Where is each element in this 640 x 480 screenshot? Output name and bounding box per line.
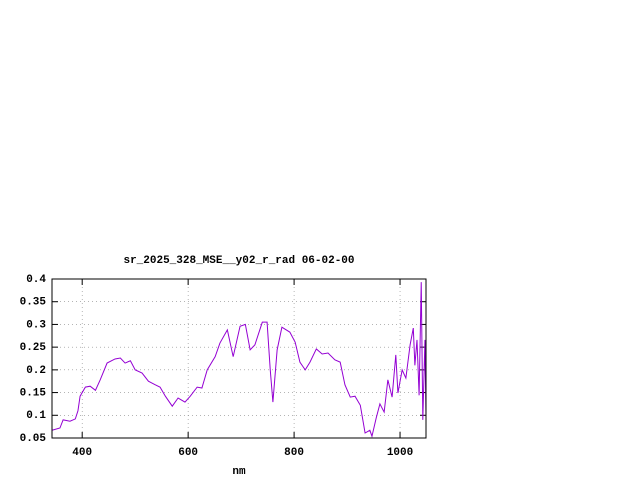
x-tick-label: 600 bbox=[178, 447, 198, 459]
plot-area: 0.05 0.1 0.15 0.2 0.25 0.3 0.35 0.4 400 600 800 100… bbox=[20, 274, 427, 459]
y-tick-label: 0.4 bbox=[26, 274, 46, 286]
plot-border bbox=[51, 278, 427, 439]
y-tick-label: 0.35 bbox=[20, 297, 47, 309]
chart-title: sr_2025_328_MSE__y02_r_rad 06-02-00 bbox=[123, 255, 354, 267]
y-tick-label: 0.2 bbox=[26, 365, 46, 377]
y-tick-label: 0.25 bbox=[20, 342, 47, 354]
x-tick-label: 400 bbox=[72, 447, 92, 459]
y-tick-label: 0.05 bbox=[20, 433, 47, 445]
x-tick-label: 1000 bbox=[387, 447, 413, 459]
x-tick-label: 800 bbox=[284, 447, 304, 459]
y-tick-label: 0.1 bbox=[26, 410, 46, 422]
x-axis-label: nm bbox=[232, 466, 246, 478]
data-line bbox=[51, 282, 427, 438]
y-tick-label: 0.3 bbox=[26, 319, 46, 331]
y-tick-label: 0.15 bbox=[20, 387, 47, 399]
